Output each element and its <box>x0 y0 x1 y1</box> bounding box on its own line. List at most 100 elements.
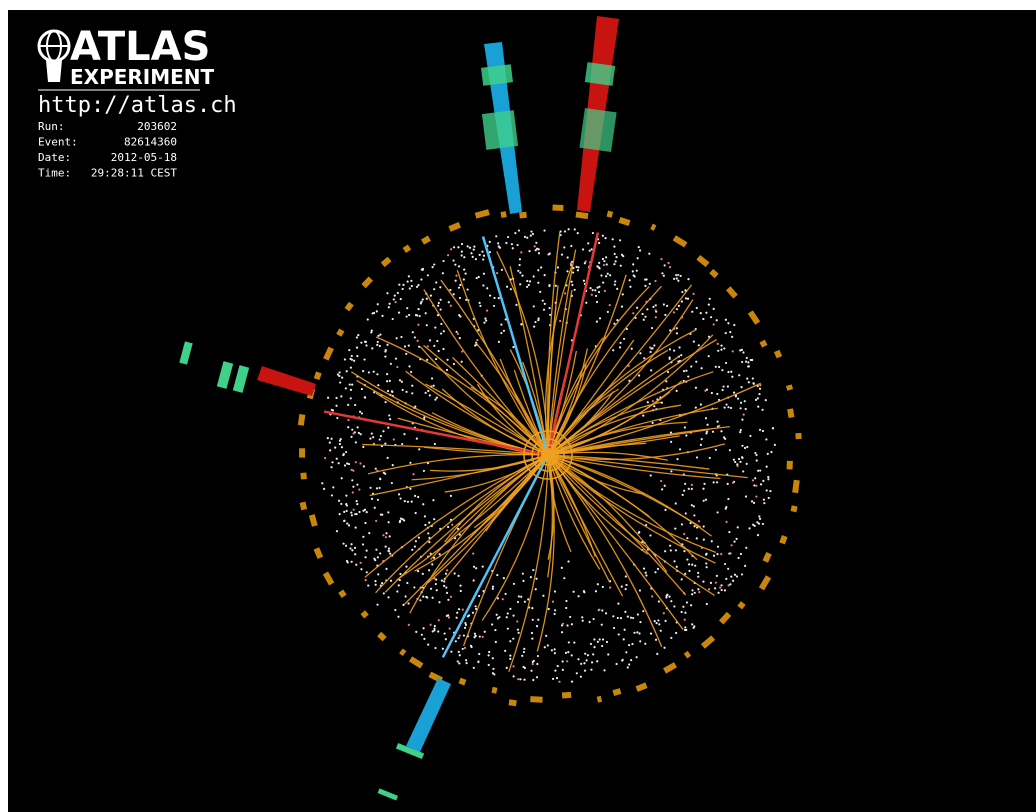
hit <box>542 308 546 311</box>
calo-cell <box>795 432 802 440</box>
hit <box>763 502 766 505</box>
hit <box>621 658 624 661</box>
track <box>481 454 549 621</box>
hit <box>466 615 469 618</box>
calo-cell <box>530 696 543 703</box>
hit <box>700 437 703 441</box>
hit <box>458 654 461 657</box>
hit <box>354 526 357 529</box>
hit <box>690 487 693 490</box>
hit <box>529 576 532 579</box>
calo-cell <box>402 244 412 253</box>
hit <box>770 450 773 454</box>
hit <box>370 329 373 332</box>
hit <box>474 607 478 611</box>
hit <box>584 260 587 263</box>
hit <box>457 636 460 640</box>
hit <box>582 279 586 282</box>
hit <box>335 457 338 460</box>
hit <box>398 283 401 286</box>
hit <box>399 519 402 522</box>
calo-cell <box>380 256 392 268</box>
hit <box>733 573 737 576</box>
track <box>452 356 549 456</box>
hit <box>454 640 457 643</box>
hit <box>543 274 546 277</box>
hit <box>585 301 588 304</box>
lepton-track <box>323 410 549 457</box>
hit <box>755 484 758 487</box>
hit <box>689 522 692 525</box>
hit <box>704 389 707 392</box>
hit <box>449 288 452 292</box>
hit <box>632 312 635 315</box>
hit <box>680 354 683 357</box>
hit <box>675 389 678 393</box>
calo-cell <box>297 413 306 426</box>
hit <box>642 610 645 613</box>
hit <box>433 518 436 521</box>
hit <box>665 380 668 383</box>
hit <box>457 650 460 653</box>
hit <box>509 640 512 643</box>
hit <box>381 513 384 516</box>
track <box>547 249 577 456</box>
hit <box>491 657 494 660</box>
hit <box>674 502 677 505</box>
hit <box>384 400 387 404</box>
hit <box>515 303 518 306</box>
hit <box>692 626 695 629</box>
hit <box>450 248 453 251</box>
hit <box>474 634 477 637</box>
hit <box>416 339 419 342</box>
hit <box>338 374 341 378</box>
hit <box>539 290 542 293</box>
hit <box>408 287 411 290</box>
hit <box>710 391 713 395</box>
hit <box>387 511 390 514</box>
hit <box>698 590 701 594</box>
hit <box>391 317 394 321</box>
hit <box>720 588 723 592</box>
hit <box>762 498 766 501</box>
hit <box>563 230 567 233</box>
hit <box>456 332 459 335</box>
hit <box>406 500 410 503</box>
hit <box>675 277 678 280</box>
hit <box>415 285 419 289</box>
hit <box>330 494 333 497</box>
lepton-track <box>441 454 550 658</box>
hit <box>731 335 734 338</box>
hit <box>764 399 767 402</box>
hit <box>338 513 341 516</box>
hit <box>603 289 607 293</box>
hit <box>405 315 408 318</box>
hit <box>612 349 615 352</box>
hit <box>714 365 717 368</box>
hit <box>359 433 362 436</box>
hit <box>645 574 648 577</box>
hit <box>756 397 759 400</box>
hit <box>525 285 529 289</box>
hit <box>496 272 499 275</box>
hit <box>443 580 446 583</box>
hit <box>730 370 733 373</box>
hit <box>360 341 363 344</box>
hit <box>347 524 351 527</box>
hit <box>457 286 461 289</box>
hit <box>472 565 476 568</box>
hit <box>720 553 723 556</box>
hit <box>339 438 342 441</box>
hit <box>366 318 369 321</box>
hit <box>341 376 344 379</box>
calo-cell <box>336 328 345 337</box>
hit <box>529 234 532 237</box>
hit <box>565 599 568 603</box>
hit <box>713 587 717 590</box>
hit <box>437 619 440 622</box>
hit <box>522 579 525 582</box>
hit <box>494 640 497 644</box>
hit <box>455 330 458 333</box>
hit <box>706 423 709 426</box>
hit <box>417 283 420 287</box>
